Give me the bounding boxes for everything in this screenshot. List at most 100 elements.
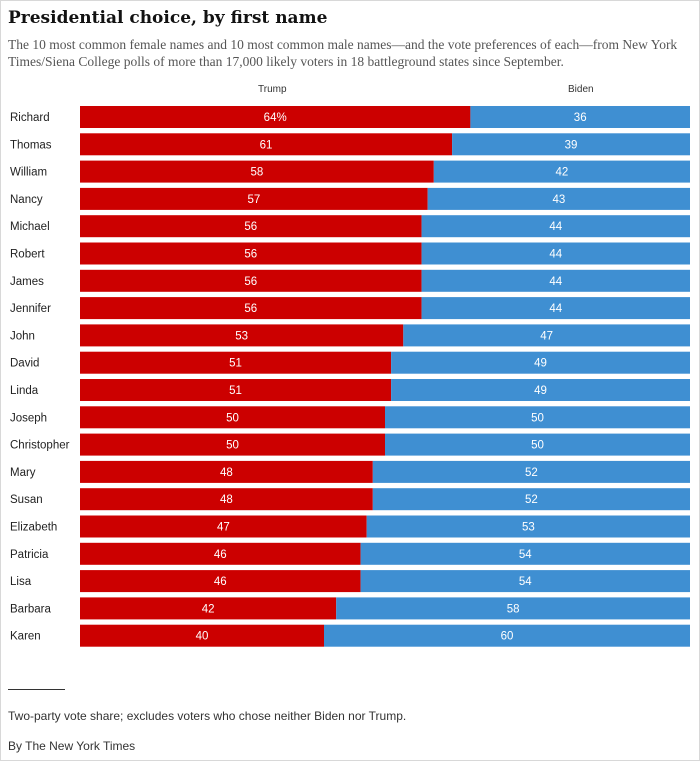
data-label-trump: 61 xyxy=(260,139,273,151)
bar-biden xyxy=(336,597,690,620)
data-label-biden: 49 xyxy=(534,385,547,397)
data-label-biden: 36 xyxy=(574,112,587,124)
bar-trump xyxy=(80,515,367,538)
bar-trump xyxy=(80,160,434,183)
bar-biden xyxy=(421,242,690,265)
bar-trump xyxy=(80,297,422,320)
category-label: Elizabeth xyxy=(10,522,57,534)
bar-biden xyxy=(403,324,690,347)
bar-trump xyxy=(80,460,373,483)
bar-biden xyxy=(372,488,690,511)
data-label-biden: 49 xyxy=(534,358,547,370)
data-label-biden: 50 xyxy=(531,440,544,452)
category-label: John xyxy=(10,330,35,342)
category-label: Jennifer xyxy=(10,303,51,315)
category-label: Thomas xyxy=(10,139,52,151)
bar-biden xyxy=(470,106,690,128)
footnote-rule xyxy=(8,689,65,690)
data-label-trump: 42 xyxy=(202,603,215,615)
data-label-trump: 51 xyxy=(229,358,242,370)
data-label-trump: 53 xyxy=(235,330,248,342)
category-label: Michael xyxy=(10,221,50,233)
bar-biden xyxy=(421,297,690,320)
stacked-bar-chart: Richard 64% 36 Thomas 61 39 William 58 42 Nancy 57… xyxy=(10,106,690,647)
data-label-biden: 54 xyxy=(519,549,532,561)
data-label-biden: 47 xyxy=(540,330,553,342)
category-label: David xyxy=(10,358,39,370)
legend-trump: Trump xyxy=(258,84,287,95)
bar-biden xyxy=(452,133,690,156)
bar-trump xyxy=(80,324,404,347)
data-label-biden: 58 xyxy=(507,603,520,615)
data-label-biden: 52 xyxy=(525,467,538,479)
bar-trump xyxy=(80,106,471,128)
data-label-biden: 44 xyxy=(549,303,562,315)
bar-biden xyxy=(433,160,690,183)
bar-biden xyxy=(391,379,690,401)
bar-trump xyxy=(80,187,428,210)
bar-biden xyxy=(372,460,690,483)
legend-biden: Biden xyxy=(568,84,594,95)
bar-trump xyxy=(80,624,324,647)
data-label-trump: 56 xyxy=(244,276,257,288)
bar-biden xyxy=(391,351,690,374)
bar-trump xyxy=(80,433,385,456)
bar-biden xyxy=(421,215,690,238)
category-label: Richard xyxy=(10,112,50,124)
bar-biden xyxy=(385,406,690,429)
category-label: Lisa xyxy=(10,576,32,588)
credit-line: By The New York Times xyxy=(8,739,136,753)
category-label: Robert xyxy=(10,249,45,261)
data-label-trump: 58 xyxy=(251,167,264,179)
bar-biden xyxy=(385,433,690,456)
bar-trump xyxy=(80,269,422,292)
data-label-biden: 43 xyxy=(552,194,565,206)
data-label-trump: 57 xyxy=(247,194,260,206)
bar-biden xyxy=(427,187,690,210)
category-label: Nancy xyxy=(10,194,43,206)
category-label: Karen xyxy=(10,631,41,643)
category-label: William xyxy=(10,167,47,179)
data-label-trump: 56 xyxy=(244,221,257,233)
data-label-trump: 48 xyxy=(220,467,233,479)
bar-trump xyxy=(80,406,385,429)
bar-biden xyxy=(360,570,690,593)
data-label-trump: 47 xyxy=(217,522,230,534)
data-label-trump: 56 xyxy=(244,303,257,315)
footnote: Two-party vote share; excludes voters wh… xyxy=(8,709,407,723)
bar-biden xyxy=(360,542,690,565)
bar-biden xyxy=(421,269,690,292)
bar-trump xyxy=(80,597,337,620)
data-label-trump: 46 xyxy=(214,549,227,561)
data-label-trump: 51 xyxy=(229,385,242,397)
chart-title: Presidential choice, by first name xyxy=(8,8,328,28)
data-label-biden: 52 xyxy=(525,494,538,506)
bar-biden xyxy=(324,624,690,647)
data-label-biden: 50 xyxy=(531,412,544,424)
category-label: Patricia xyxy=(10,549,49,561)
data-label-biden: 44 xyxy=(549,221,562,233)
data-label-trump: 56 xyxy=(244,249,257,261)
bar-trump xyxy=(80,215,422,238)
data-label-biden: 44 xyxy=(549,276,562,288)
bar-trump xyxy=(80,133,453,156)
bar-trump xyxy=(80,570,361,593)
data-label-biden: 60 xyxy=(501,631,514,643)
data-label-trump: 46 xyxy=(214,576,227,588)
bar-trump xyxy=(80,542,361,565)
category-label: James xyxy=(10,276,44,288)
data-label-biden: 39 xyxy=(565,139,578,151)
data-label-trump: 50 xyxy=(226,412,239,424)
category-label: Joseph xyxy=(10,412,47,424)
data-label-biden: 54 xyxy=(519,576,532,588)
data-label-biden: 44 xyxy=(549,249,562,261)
data-label-trump: 50 xyxy=(226,440,239,452)
data-label-trump: 64% xyxy=(264,112,287,124)
category-label: Susan xyxy=(10,494,43,506)
category-label: Christopher xyxy=(10,440,70,452)
bar-trump xyxy=(80,242,422,265)
category-label: Linda xyxy=(10,385,39,397)
category-label: Mary xyxy=(10,467,36,479)
data-label-biden: 53 xyxy=(522,522,535,534)
bar-biden xyxy=(366,515,690,538)
